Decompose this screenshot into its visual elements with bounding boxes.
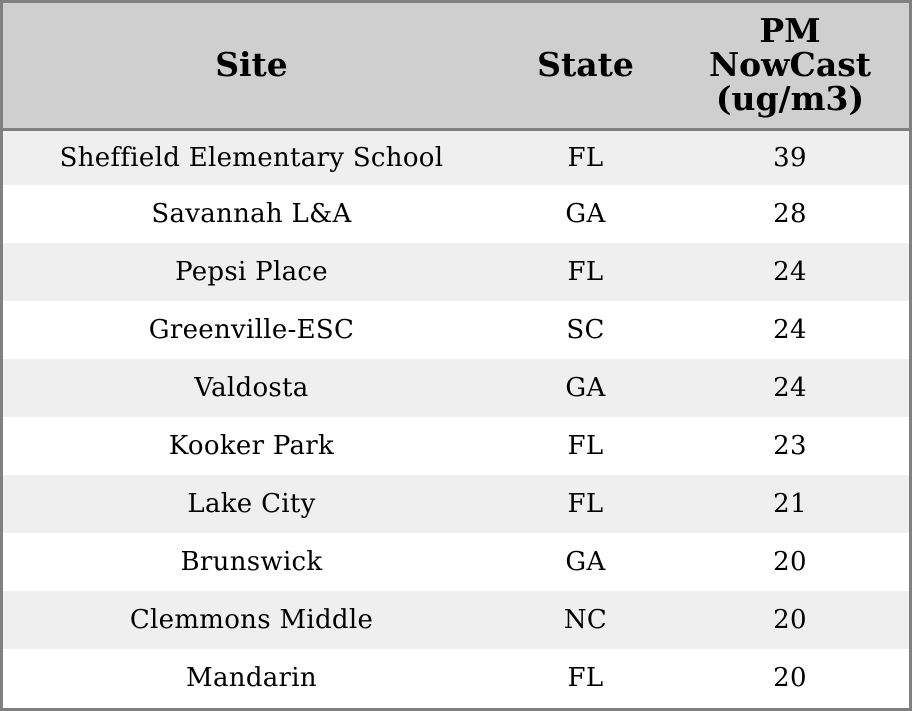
- cell-state: FL: [567, 489, 604, 519]
- cell-site: Clemmons Middle: [129, 605, 374, 635]
- table-row: Greenville-ESC SC 24: [3, 301, 909, 359]
- table-row: Mandarin FL 20: [3, 649, 909, 707]
- cell-site: Mandarin: [186, 663, 317, 693]
- cell-state: FL: [567, 257, 604, 287]
- cell-pm: 24: [773, 315, 807, 345]
- table-body: Sheffield Elementary School FL 39 Savann…: [3, 129, 909, 707]
- cell-state: GA: [565, 547, 606, 577]
- cell-site: Lake City: [187, 489, 316, 519]
- table-row: Clemmons Middle NC 20: [3, 591, 909, 649]
- cell-site: Savannah L&A: [151, 199, 352, 229]
- cell-site: Kooker Park: [168, 431, 335, 461]
- table-row: Pepsi Place FL 24: [3, 243, 909, 301]
- header-pm-nowcast: PM NowCast (ug/m3): [671, 3, 909, 131]
- cell-site: Greenville-ESC: [148, 315, 355, 345]
- cell-site: Pepsi Place: [175, 257, 328, 287]
- table-row: Brunswick GA 20: [3, 533, 909, 591]
- cell-pm: 28: [773, 199, 807, 229]
- pm-nowcast-table: Site State PM NowCast (ug/m3) Sheffield …: [3, 3, 909, 707]
- table-header: Site State PM NowCast (ug/m3): [3, 3, 909, 131]
- cell-site: Valdosta: [194, 373, 309, 403]
- cell-pm: 20: [773, 663, 807, 693]
- table-row: Lake City FL 21: [3, 475, 909, 533]
- cell-state: GA: [565, 199, 606, 229]
- cell-state: SC: [566, 315, 605, 345]
- cell-state: GA: [565, 373, 606, 403]
- header-state: State: [500, 3, 671, 131]
- header-row: Site State PM NowCast (ug/m3): [3, 3, 909, 131]
- cell-pm: 39: [773, 142, 807, 173]
- header-site: Site: [3, 3, 500, 131]
- table-row: Sheffield Elementary School FL 39: [3, 129, 909, 185]
- table-row: Kooker Park FL 23: [3, 417, 909, 475]
- header-pm-line-3: (ug/m3): [715, 79, 865, 119]
- cell-pm: 24: [773, 373, 807, 403]
- cell-pm: 20: [773, 547, 807, 577]
- cell-pm: 23: [773, 431, 807, 461]
- cell-state: NC: [563, 605, 608, 635]
- cell-site: Brunswick: [180, 547, 323, 577]
- cell-site: Sheffield Elementary School: [59, 142, 444, 173]
- cell-state: FL: [567, 663, 604, 693]
- table-row: Valdosta GA 24: [3, 359, 909, 417]
- cell-state: FL: [567, 142, 604, 173]
- cell-pm: 21: [773, 489, 807, 519]
- cell-state: FL: [567, 431, 604, 461]
- cell-pm: 24: [773, 257, 807, 287]
- table-row: Savannah L&A GA 28: [3, 185, 909, 243]
- header-pm-line-1: PM: [759, 11, 821, 51]
- cell-pm: 20: [773, 605, 807, 635]
- header-pm-line-2: NowCast: [708, 45, 872, 85]
